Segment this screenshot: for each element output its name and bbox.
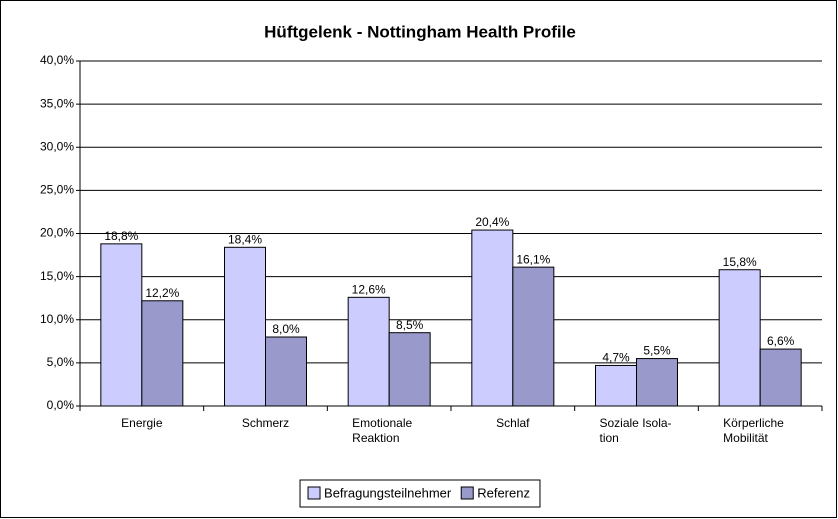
bar (636, 358, 678, 407)
bar (100, 243, 143, 407)
bar (265, 336, 307, 407)
bar (595, 364, 637, 407)
y-tick-label: 40,0% (40, 53, 74, 67)
bar (224, 246, 266, 407)
data-label: 5,5% (643, 344, 671, 358)
bar (141, 300, 184, 407)
bar (759, 348, 802, 407)
data-label: 18,8% (104, 229, 138, 243)
legend: Befragungsteilnehmer Referenz (299, 479, 541, 508)
data-label: 8,5% (396, 318, 424, 332)
data-label: 20,4% (475, 215, 509, 229)
bar (512, 266, 555, 407)
chart-title: Hüftgelenk - Nottingham Health Profile (264, 22, 576, 41)
x-tick-label: Energie (121, 416, 163, 430)
legend-swatch (460, 486, 474, 500)
data-label: 12,2% (145, 286, 179, 300)
y-tick-label: 25,0% (40, 183, 74, 197)
bar (347, 296, 390, 407)
data-label: 16,1% (516, 252, 550, 266)
y-tick-label: 20,0% (40, 226, 74, 240)
y-tick-label: 10,0% (40, 312, 74, 326)
bar (471, 229, 514, 407)
x-tick-label: Schlaf (496, 416, 530, 430)
data-label: 8,0% (272, 322, 300, 336)
data-label: 12,6% (352, 282, 386, 296)
data-label: 4,7% (602, 351, 630, 365)
bar (388, 332, 431, 407)
y-tick-label: 5,0% (47, 355, 75, 369)
legend-box (299, 479, 541, 508)
data-label: 15,8% (723, 255, 757, 269)
y-tick-label: 35,0% (40, 96, 74, 110)
x-tick-label: Soziale Isola-tion (600, 416, 672, 445)
data-label: 18,4% (228, 232, 262, 246)
x-tick-label: Schmerz (242, 416, 289, 430)
y-tick-label: 15,0% (40, 269, 74, 283)
x-tick-label: Emotionale Reaktion (352, 416, 412, 445)
legend-label: Referenz (477, 485, 530, 500)
y-tick-label: 30,0% (40, 139, 74, 153)
y-tick-label: 0,0% (47, 398, 75, 412)
bar (718, 269, 761, 407)
legend-label: Befragungsteilnehmer (324, 485, 452, 500)
data-label: 6,6% (767, 334, 795, 348)
x-tick-label: Körperliche Mobilität (723, 416, 784, 445)
legend-swatch (307, 486, 321, 500)
